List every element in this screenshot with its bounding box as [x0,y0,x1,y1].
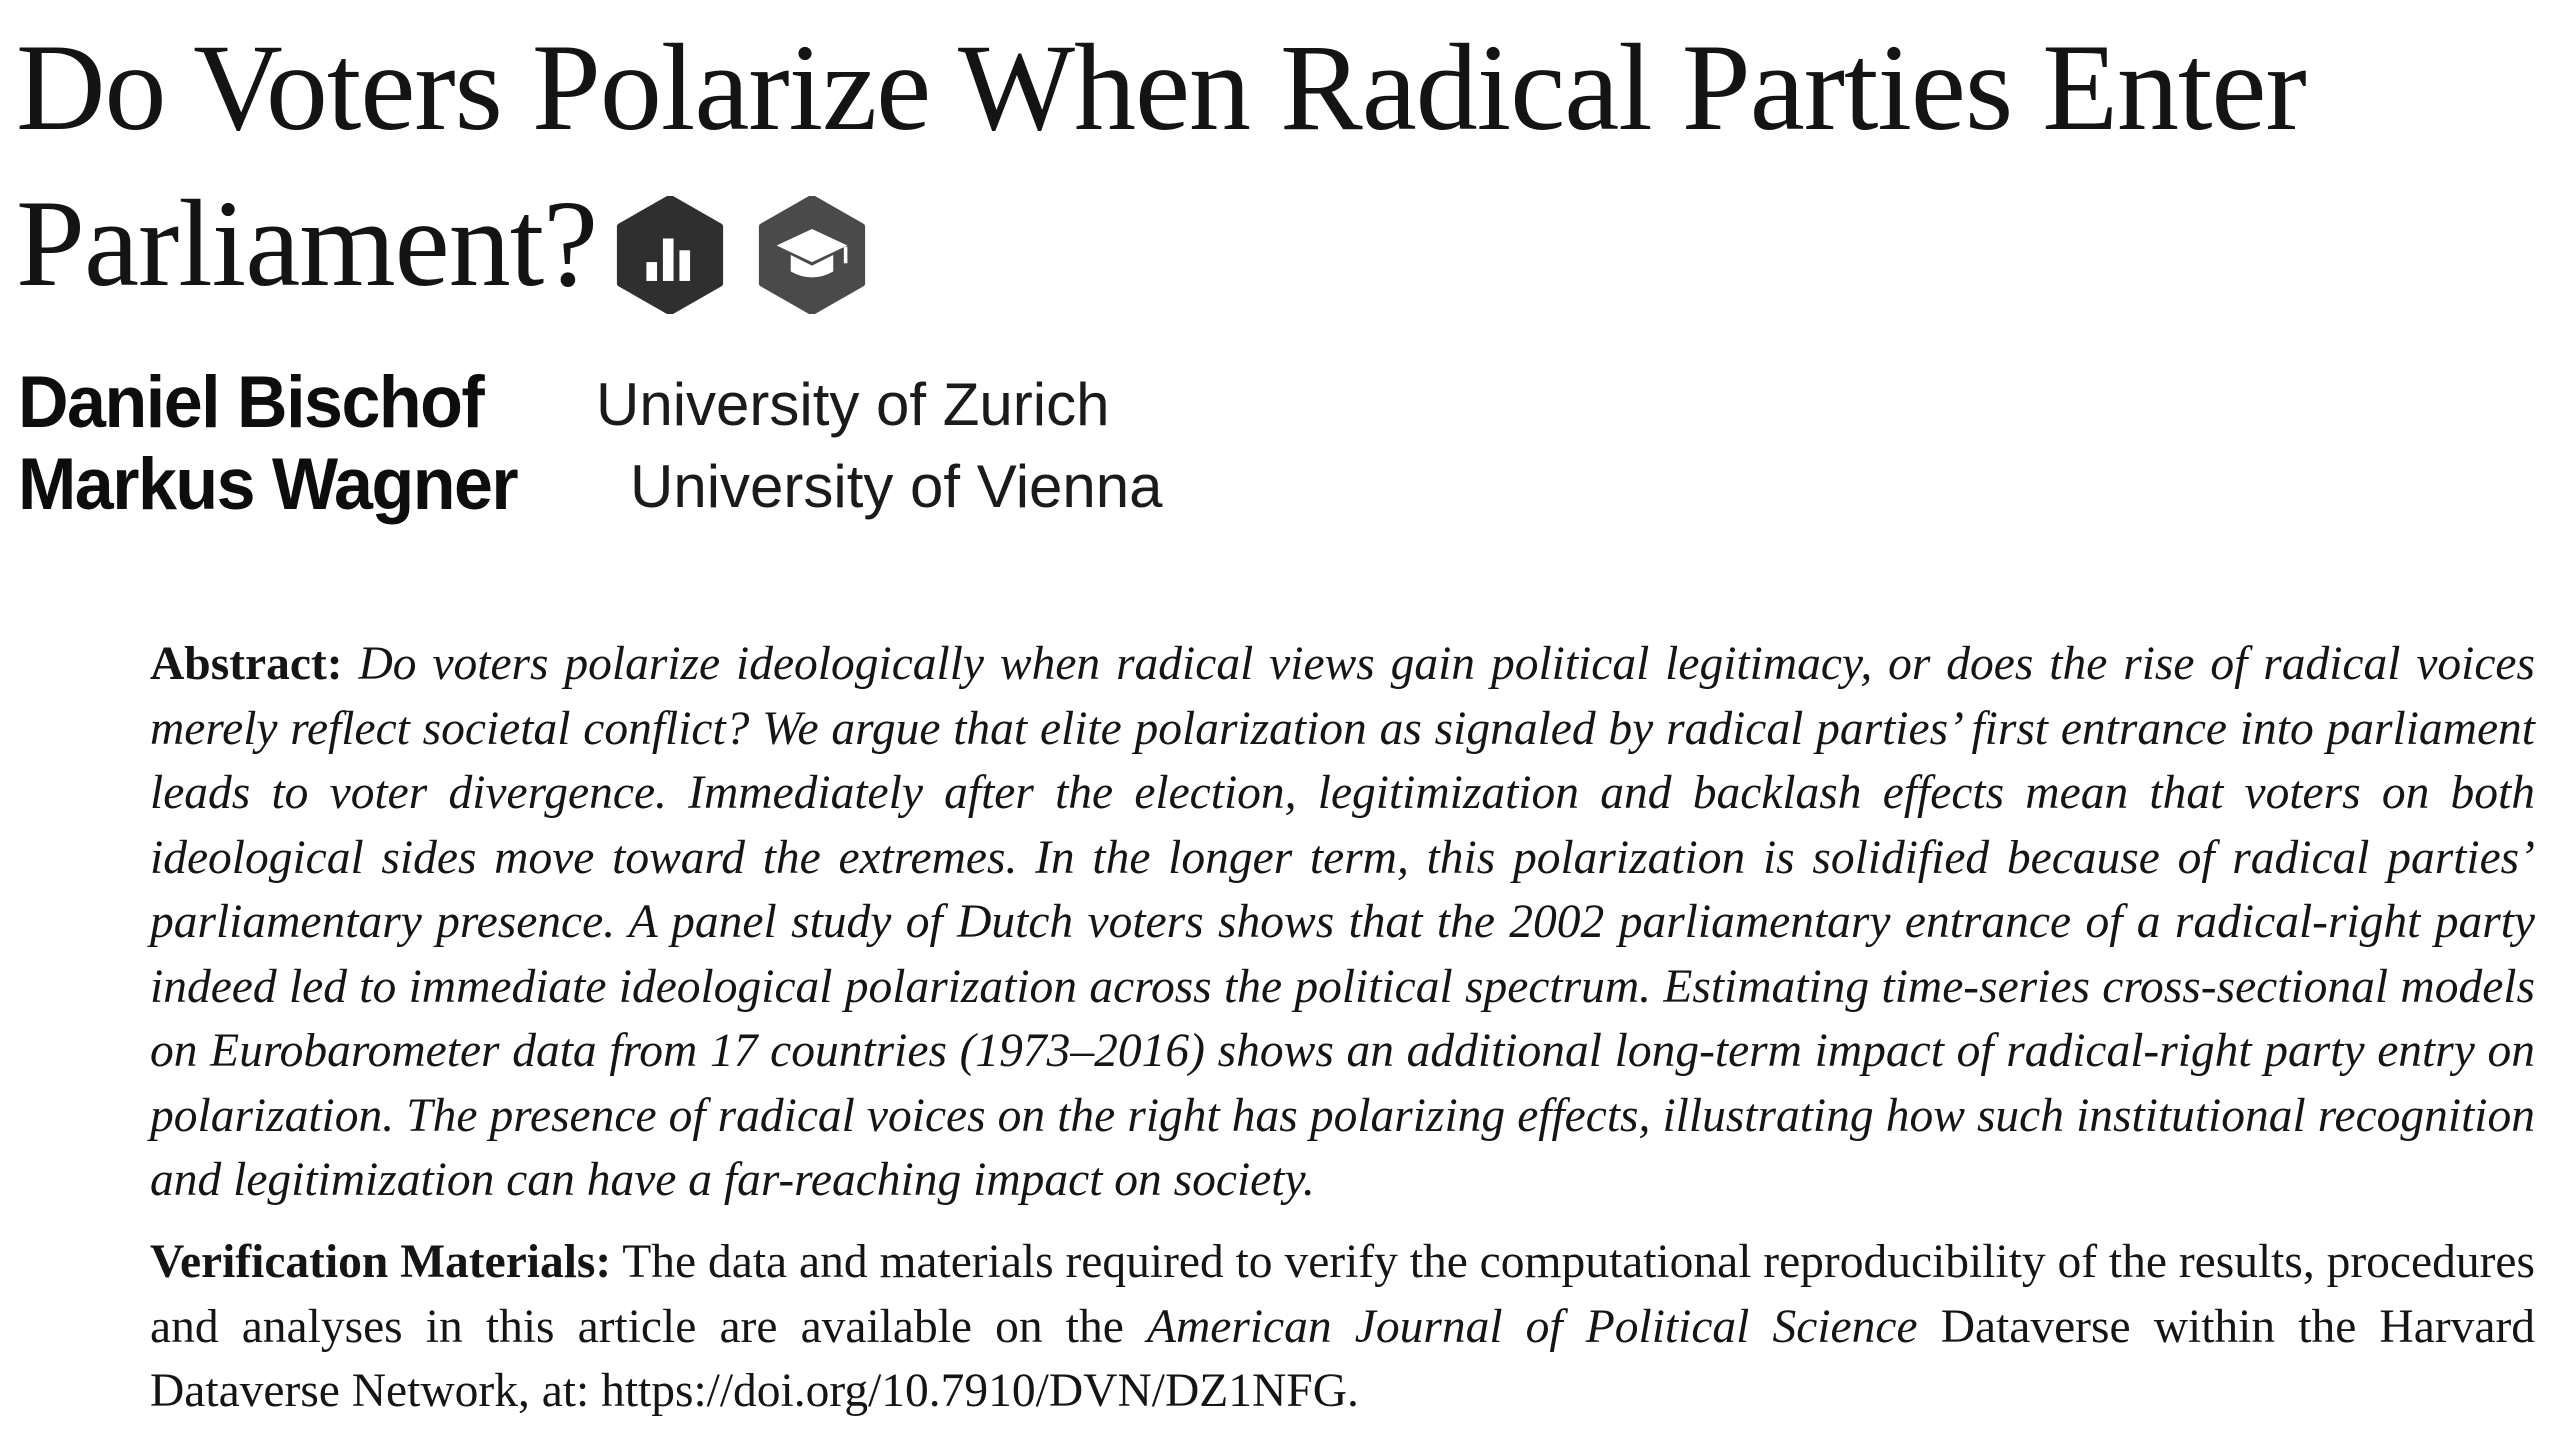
verification-text-before: The data and materials required to verif… [150,1236,2535,1353]
open-science-badges [611,165,895,321]
author-affiliation: University of Vienna [630,453,1163,520]
article-title-text: Do Voters Polarize When Radical Parties … [16,19,2307,312]
abstract-text: Do voters polarize ideologically when ra… [150,638,2535,1206]
verification-text-after: Dataverse within the Harvard Dataverse N… [150,1300,2536,1418]
verification-label: Verification Materials: [150,1236,612,1288]
journal-name: American Journal of Political Science [1146,1300,1918,1353]
open-data-icon[interactable] [611,196,729,315]
abstract-label: Abstract: [150,638,343,690]
author-name: Markus Wagner [18,443,519,525]
open-materials-icon[interactable] [753,196,871,315]
abstract: Abstract: Do voters polarize ideological… [150,632,2535,1213]
author-name: Daniel Bischof [18,361,485,443]
verification-materials: Verification Materials: The data and mat… [150,1230,2535,1424]
article-title: Do Voters Polarize When Radical Parties … [16,10,2516,335]
author-affiliation: University of Zurich [596,371,1110,438]
